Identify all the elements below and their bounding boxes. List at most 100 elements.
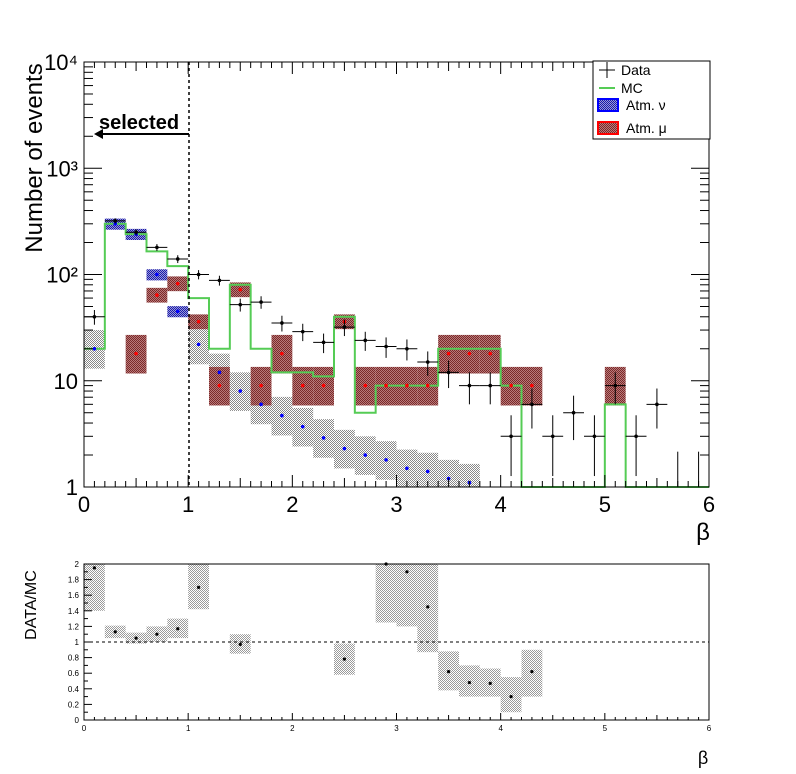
data-point <box>530 402 534 407</box>
data-point <box>363 338 368 343</box>
atm-mu-point <box>509 383 513 388</box>
ratio-y-tick-label: 0.8 <box>68 654 80 663</box>
main-x-tick-label: 1 <box>182 492 194 517</box>
ratio-point <box>530 670 534 674</box>
data-point <box>488 383 493 388</box>
atm-nu-point <box>175 309 180 314</box>
atm-mu-point <box>446 351 451 356</box>
main-y-tick-label: 10³ <box>46 156 78 181</box>
atm-nu-point <box>196 342 201 347</box>
data-point <box>405 346 409 351</box>
atm-mu-point <box>384 383 388 388</box>
data-point <box>384 344 388 349</box>
main-x-tick-label: 0 <box>78 492 90 517</box>
data-point <box>446 370 451 375</box>
atm-mu-point <box>530 383 534 388</box>
legend-atm-mu-label: Atm. μ <box>626 120 667 136</box>
legend-mc-label: MC <box>621 80 643 96</box>
ratio-x-tick-label: 0 <box>82 724 87 733</box>
atm-mu-point <box>467 351 472 356</box>
atm-nu-point <box>92 346 97 351</box>
main-x-tick-label: 4 <box>495 492 507 517</box>
atm-mu-point <box>405 383 409 388</box>
legend-atm-nu-label: Atm. ν <box>626 97 666 113</box>
atm-nu-point <box>342 446 347 451</box>
ratio-point <box>426 605 430 609</box>
legend-atm-mu-swatch <box>597 121 619 135</box>
atm-mu-point <box>425 383 430 388</box>
data-point <box>92 314 97 319</box>
ratio-point <box>488 681 492 685</box>
ratio-point <box>238 642 242 646</box>
data-point <box>613 383 618 388</box>
atm-mu-point <box>196 319 201 324</box>
atm-mu-point <box>155 293 159 297</box>
ratio-y-tick-label: 1.8 <box>68 576 80 585</box>
atm-mu-point <box>321 383 326 388</box>
atm-nu-band <box>438 459 459 487</box>
ratio-band <box>396 564 418 627</box>
data-point <box>196 272 201 277</box>
ratio-point <box>405 570 409 574</box>
data-point <box>655 402 659 407</box>
atm-nu-point <box>259 402 263 407</box>
ratio-point <box>467 680 472 685</box>
data-point <box>300 329 305 334</box>
main-y-tick-label: 1 <box>66 475 78 500</box>
atm-mu-point <box>175 281 180 286</box>
ratio-x-tick-label: 3 <box>394 724 399 733</box>
atm-mu-point <box>280 351 284 356</box>
ratio-y-tick-label: 0.2 <box>68 700 80 709</box>
data-point <box>217 278 222 283</box>
atm-nu-point <box>363 453 368 457</box>
ratio-y-tick-label: 0 <box>75 716 80 725</box>
atm-nu-point <box>300 424 305 429</box>
data-point <box>113 219 118 223</box>
atm-nu-point <box>280 413 284 418</box>
ratio-points <box>92 562 534 699</box>
data-point <box>592 434 597 439</box>
ratio-point <box>446 670 451 674</box>
selection-cut: selected <box>94 62 190 487</box>
main-y-axis-label: Number of events <box>21 63 48 252</box>
ratio-band <box>84 564 105 611</box>
ratio-band <box>375 564 397 623</box>
ratio-x-tick-label: 6 <box>707 724 712 733</box>
atm-nu-point <box>321 436 326 440</box>
data-point <box>238 302 243 307</box>
data-point <box>571 410 576 415</box>
data-point <box>280 321 284 325</box>
atm-mu-point <box>259 383 263 388</box>
ratio-panel: 0 1 2 3 4 5 6 0 0.2 0.4 0.6 0.8 1 1.2 1.4 1.6 1.8 2 DATA/… <box>23 560 712 768</box>
data-point <box>321 340 326 345</box>
ratio-y-tick-label: 2 <box>75 560 80 569</box>
ratio-y-tick-label: 1 <box>75 638 80 647</box>
atm-mu-point <box>488 351 493 356</box>
ratio-x-tick-label: 5 <box>603 724 608 733</box>
cut-label: selected <box>99 112 179 134</box>
ratio-x-tick-label: 2 <box>290 724 295 733</box>
legend-data-label: Data <box>621 62 651 78</box>
main-x-axis-label: β <box>696 519 710 546</box>
data-point <box>509 434 513 439</box>
data-points <box>84 218 700 487</box>
data-point <box>155 245 159 250</box>
atm-mu-point <box>217 383 222 388</box>
data-point <box>425 360 430 364</box>
atm-nu-point <box>238 389 243 393</box>
legend-atm-nu-swatch <box>597 98 619 112</box>
ratio-y-tick-label: 0.6 <box>68 669 80 678</box>
ratio-y-axis-label: DATA/MC <box>23 570 40 640</box>
data-point <box>342 325 347 329</box>
atm-nu-point <box>405 466 409 471</box>
ratio-y-tick-label: 1.4 <box>68 607 80 616</box>
ratio-y-tick-label: 1.6 <box>68 591 80 600</box>
ratio-point <box>342 657 347 661</box>
legend: Data MC Atm. ν Atm. μ <box>592 60 711 140</box>
main-y-tick-label: 10⁴ <box>44 50 78 75</box>
atm-nu-point <box>425 469 430 474</box>
main-x-tick-label: 3 <box>390 492 402 517</box>
data-point <box>467 383 472 388</box>
